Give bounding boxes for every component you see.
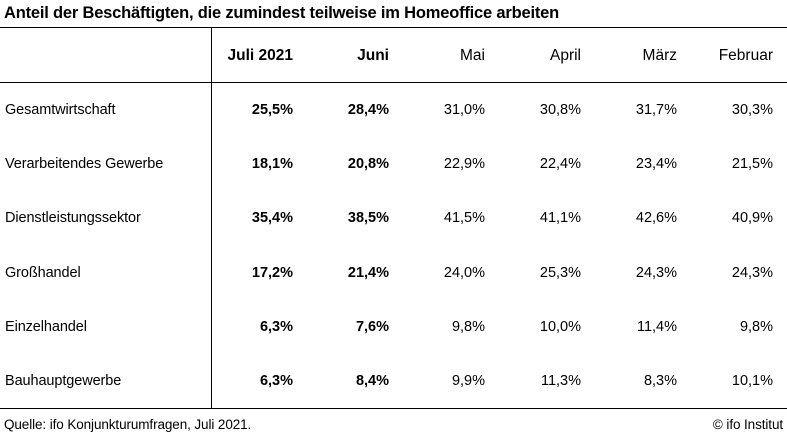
cell-value: 22,4% xyxy=(539,156,581,173)
table-row: Verarbeitendes Gewerbe 18,1% 20,8% 22,9%… xyxy=(0,137,787,191)
cell-value: 11,4% xyxy=(636,318,677,335)
row-cells: 25,5% 28,4% 31,0% 30,8% 31,7% 30,3% xyxy=(211,83,787,137)
cell-value: 30,8% xyxy=(539,102,581,119)
cell-value: 25,3% xyxy=(539,264,581,281)
row-label-grosshandel: Großhandel xyxy=(5,264,81,281)
cell-value: 9,9% xyxy=(451,372,485,389)
source-note: Quelle: ifo Konjunkturumfragen, Juli 202… xyxy=(4,416,252,432)
cell-value: 42,6% xyxy=(635,210,677,227)
cell-value: 7,6% xyxy=(355,318,389,335)
table-row: Einzelhandel 6,3% 7,6% 9,8% 10,0% 11,4% … xyxy=(0,300,787,354)
cell-value: 10,0% xyxy=(539,318,581,335)
table-header-row: Juli 2021 Juni Mai April März Februar xyxy=(0,30,787,82)
cell-value: 23,4% xyxy=(635,156,677,173)
cell-value: 6,3% xyxy=(259,318,293,335)
table-row: Bauhauptgewerbe 6,3% 8,4% 9,9% 11,3% 8,3… xyxy=(0,354,787,408)
table-row: Großhandel 17,2% 21,4% 24,0% 25,3% 24,3%… xyxy=(0,246,787,300)
cell-value: 24,0% xyxy=(443,264,485,281)
cell-value: 21,5% xyxy=(731,156,773,173)
row-label-gesamtwirtschaft: Gesamtwirtschaft xyxy=(5,102,116,119)
column-header-juni: Juni xyxy=(357,47,389,64)
row-label-bauhauptgewerbe: Bauhauptgewerbe xyxy=(5,372,122,389)
cell-value: 11,3% xyxy=(540,372,581,389)
row-label-dienstleistungssektor: Dienstleistungssektor xyxy=(5,210,141,227)
cell-value: 22,9% xyxy=(443,156,485,173)
table-row: Gesamtwirtschaft 25,5% 28,4% 31,0% 30,8%… xyxy=(0,83,787,137)
cell-value: 35,4% xyxy=(251,210,293,227)
cell-value: 31,7% xyxy=(635,102,677,119)
header-bottom-rule xyxy=(0,82,787,83)
cell-value: 20,8% xyxy=(347,156,389,173)
cell-value: 9,8% xyxy=(451,318,485,335)
cell-value: 25,5% xyxy=(251,102,293,119)
table-row: Dienstleistungssektor 35,4% 38,5% 41,5% … xyxy=(0,191,787,245)
row-cells: 17,2% 21,4% 24,0% 25,3% 24,3% 24,3% xyxy=(211,246,787,300)
row-cells: 6,3% 7,6% 9,8% 10,0% 11,4% 9,8% xyxy=(211,300,787,354)
table-bottom-rule xyxy=(0,408,787,409)
cell-value: 38,5% xyxy=(347,210,389,227)
cell-value: 31,0% xyxy=(443,102,485,119)
table-body: Gesamtwirtschaft 25,5% 28,4% 31,0% 30,8%… xyxy=(0,83,787,408)
figure-footer: Quelle: ifo Konjunkturumfragen, Juli 202… xyxy=(0,409,787,439)
title-underline-rule xyxy=(0,27,787,28)
cell-value: 41,1% xyxy=(539,210,581,227)
column-header-februar: Februar xyxy=(718,47,773,64)
cell-value: 21,4% xyxy=(347,264,389,281)
cell-value: 9,8% xyxy=(739,318,773,335)
cell-value: 6,3% xyxy=(259,372,293,389)
cell-value: 8,3% xyxy=(643,372,677,389)
cell-value: 18,1% xyxy=(251,156,293,173)
copyright-credit: © ifo Institut xyxy=(712,416,783,432)
column-header-mai: Mai xyxy=(460,47,485,64)
column-header-maerz: März xyxy=(642,47,677,64)
row-label-verarbeitendes-gewerbe: Verarbeitendes Gewerbe xyxy=(5,156,164,173)
row-label-einzelhandel: Einzelhandel xyxy=(5,318,87,335)
row-cells: 35,4% 38,5% 41,5% 41,1% 42,6% 40,9% xyxy=(211,191,787,245)
cell-value: 10,1% xyxy=(731,372,773,389)
column-header-april: April xyxy=(549,47,581,64)
column-header-juli-2021: Juli 2021 xyxy=(227,47,294,64)
cell-value: 8,4% xyxy=(355,372,389,389)
cell-value: 40,9% xyxy=(731,210,773,227)
cell-value: 41,5% xyxy=(443,210,485,227)
row-cells: 18,1% 20,8% 22,9% 22,4% 23,4% 21,5% xyxy=(211,137,787,191)
row-cells: 6,3% 8,4% 9,9% 11,3% 8,3% 10,1% xyxy=(211,354,787,408)
cell-value: 28,4% xyxy=(347,102,389,119)
page-title: Anteil der Beschäftigten, die zumindest … xyxy=(4,4,559,22)
cell-value: 30,3% xyxy=(731,102,773,119)
cell-value: 17,2% xyxy=(251,264,293,281)
cell-value: 24,3% xyxy=(635,264,677,281)
table-header-cells: Juli 2021 Juni Mai April März Februar xyxy=(211,30,787,82)
cell-value: 24,3% xyxy=(731,264,773,281)
table-header-stub xyxy=(0,30,211,82)
column-divider-line xyxy=(211,28,212,409)
